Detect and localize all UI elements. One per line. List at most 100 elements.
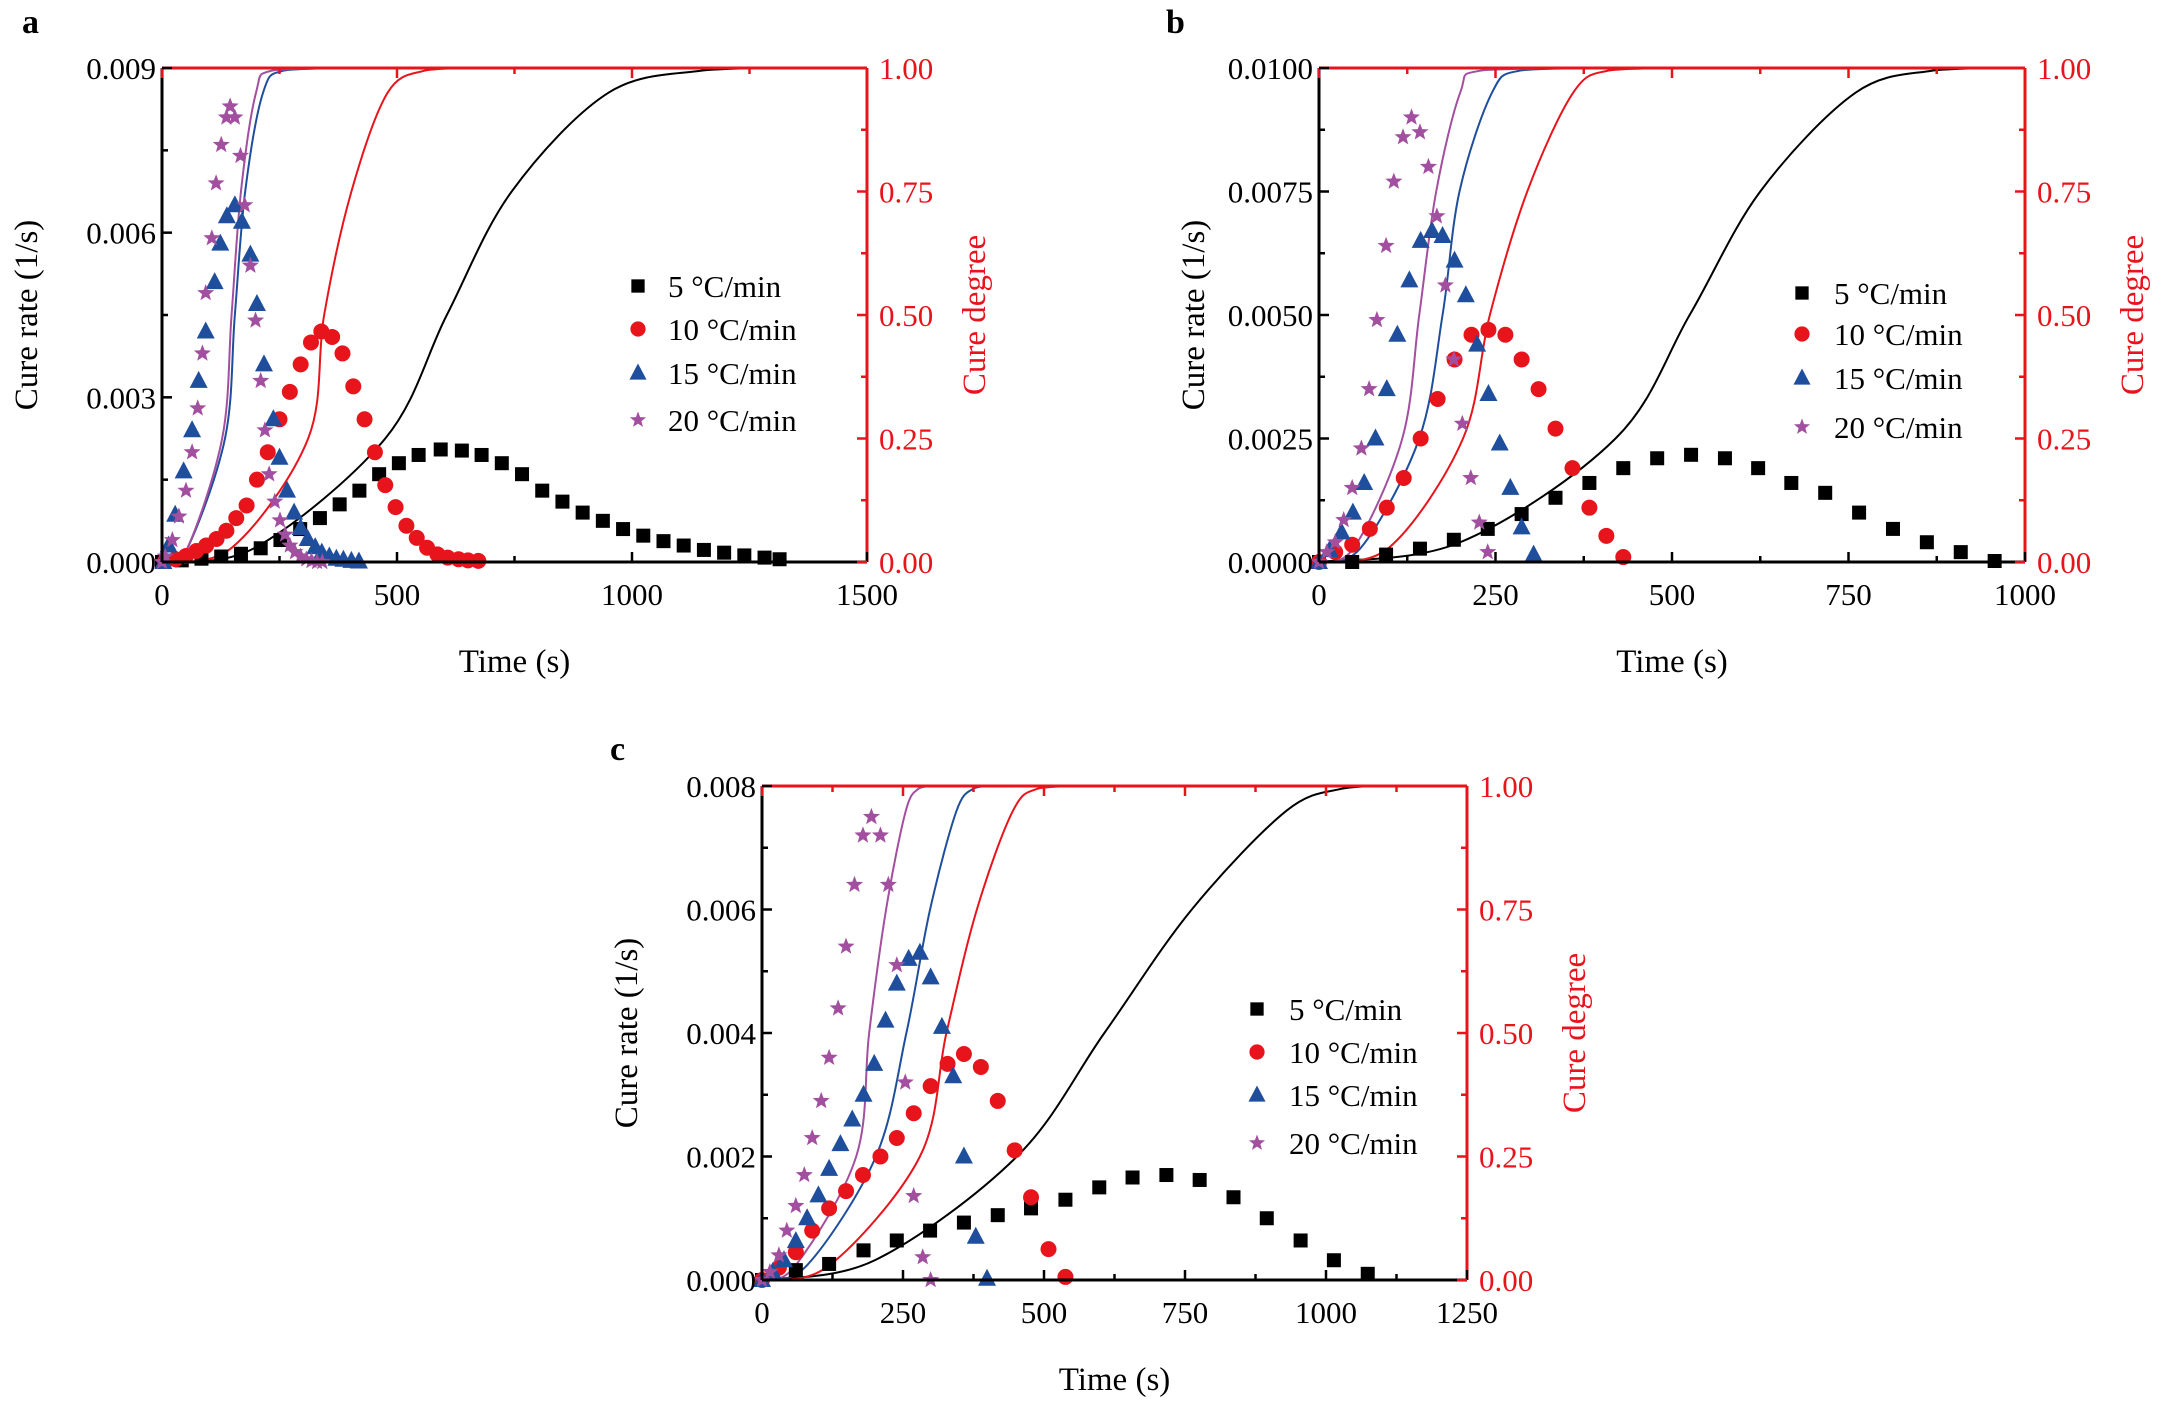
panel-c: c 0 250 500 750 1000 1250 0.000 0.002 0.004 0.006 0…: [609, 731, 1593, 1398]
triangle-marker: [1343, 502, 1362, 520]
fit-curve-0: [162, 68, 769, 562]
triangle-marker: [196, 321, 215, 339]
legend-label: 15 °C/min: [668, 356, 797, 391]
y2-tick-label: 0.25: [1479, 1140, 1533, 1175]
legend-item: 5 °C/min: [1795, 276, 1948, 311]
legend-label: 20 °C/min: [1834, 410, 1963, 445]
star-marker: [1402, 108, 1420, 125]
star-marker: [1479, 543, 1497, 560]
circle-marker: [1006, 1142, 1023, 1159]
x-tick-label: 250: [880, 1295, 927, 1330]
star-marker: [778, 1221, 796, 1238]
square-marker: [1159, 1168, 1174, 1183]
legend-item: 15 °C/min: [1793, 361, 1963, 396]
triangle-marker: [241, 244, 260, 262]
star-marker: [829, 999, 847, 1016]
star-marker: [862, 807, 880, 825]
star-marker: [1445, 350, 1463, 367]
square-marker: [636, 528, 651, 543]
circle-marker: [1547, 420, 1564, 437]
circle-marker: [292, 356, 309, 373]
square-marker: [737, 548, 752, 563]
circle-marker: [1395, 470, 1412, 487]
triangle-marker: [247, 294, 266, 312]
triangle-marker: [865, 1053, 884, 1071]
star-marker: [203, 229, 221, 246]
star-marker: [837, 937, 855, 954]
y2-tick-label: 0.75: [2037, 175, 2091, 210]
triangle-marker: [876, 1010, 895, 1028]
y2-tick-label: 1.00: [1479, 769, 1533, 804]
y-tick-label: 0.006: [686, 893, 756, 928]
legend-label: 10 °C/min: [668, 312, 797, 347]
star-marker: [197, 284, 215, 301]
star-marker: [879, 875, 897, 893]
square-marker: [391, 456, 406, 471]
star-marker: [1360, 380, 1378, 397]
square-marker: [253, 541, 268, 556]
triangle-marker: [1422, 221, 1441, 239]
square-marker: [352, 483, 367, 498]
legend-item: 10 °C/min: [630, 312, 797, 347]
y-axis-title: Cure rate (1/s): [9, 220, 45, 411]
star-marker: [193, 344, 211, 361]
legend-label: 10 °C/min: [1289, 1035, 1418, 1070]
square-marker: [214, 549, 229, 564]
star-marker: [1411, 123, 1429, 140]
triangle-marker: [217, 206, 236, 224]
triangle-marker: [1445, 250, 1464, 268]
y2-tick-label: 0.75: [879, 175, 933, 210]
triangle-marker: [899, 948, 918, 966]
square-marker: [1717, 451, 1732, 466]
star-marker: [256, 421, 274, 438]
x-tick-label: 1250: [1436, 1295, 1498, 1330]
triangle-marker: [1332, 522, 1351, 540]
star-marker: [217, 108, 235, 125]
star-marker: [1318, 543, 1336, 560]
star-marker: [1453, 414, 1471, 431]
circle-marker: [356, 411, 373, 428]
triangle-marker: [1377, 379, 1396, 397]
fit-curve-1: [162, 68, 468, 562]
triangle-marker: [910, 942, 929, 960]
x-axis-title: Time (s): [1616, 644, 1728, 680]
circle-marker: [872, 1148, 889, 1165]
x-tick-label: 500: [1021, 1295, 1068, 1330]
star-marker: [266, 492, 284, 509]
star-marker: [226, 108, 244, 125]
triangle-marker: [189, 370, 208, 388]
square-marker: [332, 497, 347, 512]
y-tick-label: 0.000: [86, 545, 156, 580]
x-tick-label: 500: [374, 577, 421, 612]
circle-marker: [1513, 351, 1530, 368]
y2-axis-title: Cure degree: [2115, 235, 2151, 395]
square-marker: [1751, 461, 1766, 476]
series-circle: [157, 323, 487, 569]
fit-curve-3: [162, 68, 351, 562]
star-marker: [795, 1166, 813, 1183]
triangle-marker: [1512, 517, 1531, 535]
circle-marker: [1429, 390, 1446, 407]
star-marker: [871, 826, 889, 843]
square-marker: [1953, 545, 1968, 560]
triangle-marker: [225, 195, 244, 213]
circle-marker: [1598, 527, 1615, 544]
triangle-marker: [278, 480, 297, 498]
triangle-marker: [932, 1016, 951, 1034]
square-marker: [717, 545, 732, 560]
legend-label: 20 °C/min: [668, 403, 797, 438]
circle-marker: [218, 522, 235, 539]
triangle-marker: [254, 354, 273, 372]
star-marker: [1248, 1134, 1266, 1150]
star-marker: [1394, 128, 1412, 145]
star-marker: [914, 1248, 932, 1265]
legend-label: 5 °C/min: [668, 269, 782, 304]
star-marker: [1436, 276, 1454, 293]
legend: 5 °C/min 10 °C/min 15 °C/min 20 °C/min: [1248, 992, 1418, 1161]
circle-marker: [238, 497, 255, 514]
square-marker: [1250, 1002, 1264, 1016]
circle-marker: [972, 1058, 989, 1075]
x-tick-label: 1000: [1994, 577, 2056, 612]
circle-marker: [922, 1078, 939, 1095]
